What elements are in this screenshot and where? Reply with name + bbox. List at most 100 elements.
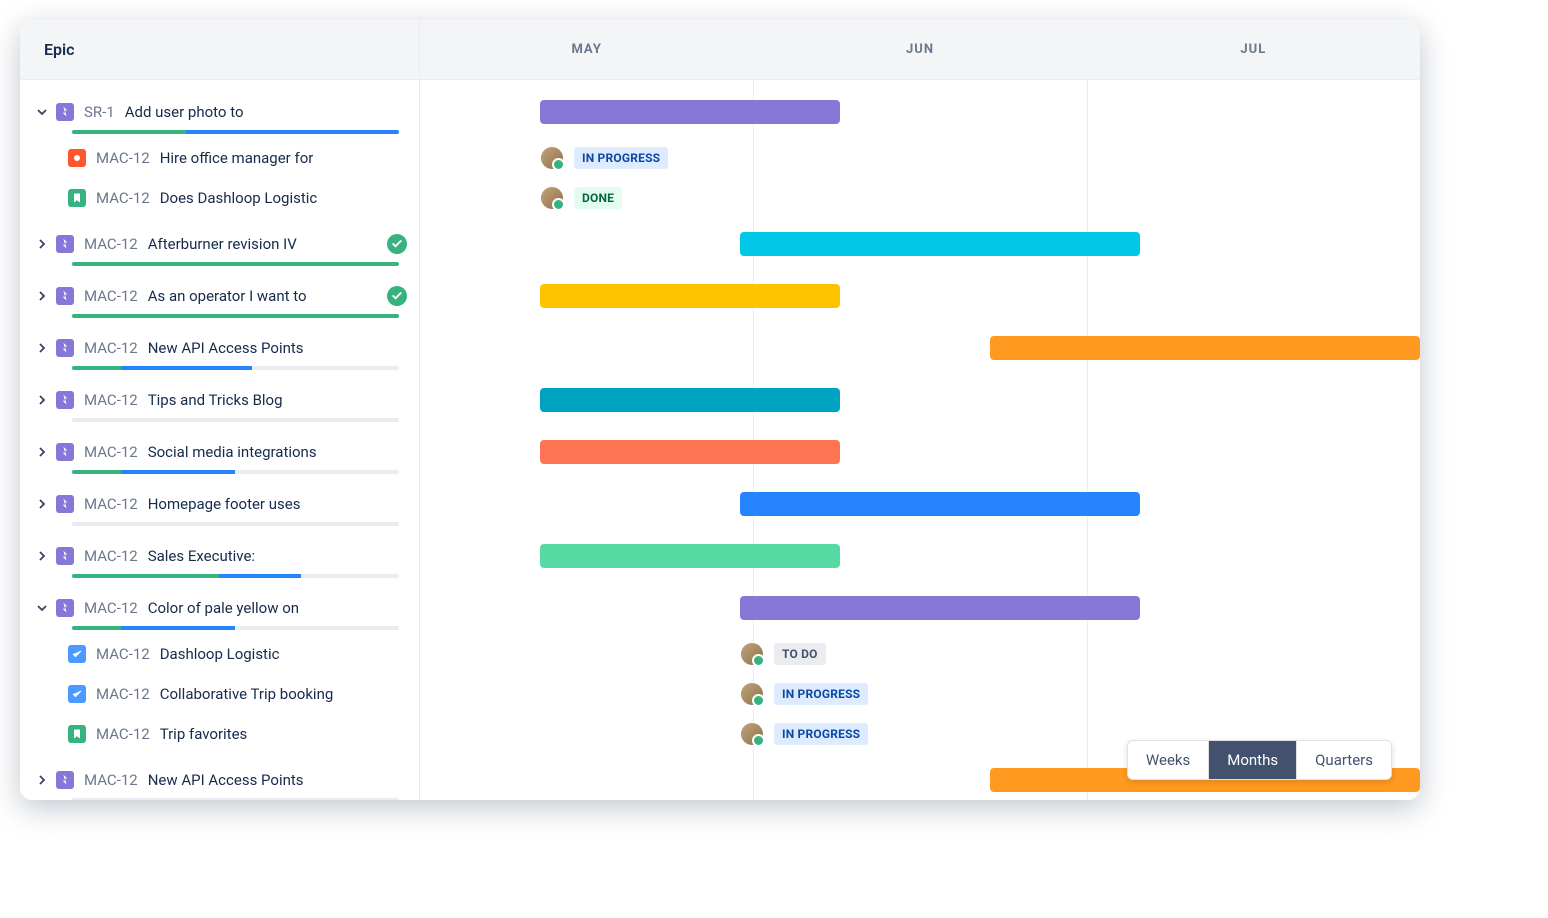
issue-summary[interactable]: New API Access Points — [148, 771, 304, 789]
timeline-bar[interactable] — [540, 544, 840, 568]
status-badge[interactable]: TO DO — [774, 643, 826, 665]
issue-summary[interactable]: Does Dashloop Logistic — [160, 189, 318, 207]
timeline-lane — [420, 478, 1420, 530]
epic-row[interactable]: SR-1 Add user photo to — [20, 86, 419, 138]
header-row: Epic MAYJUNJUL — [20, 20, 1420, 80]
child-row[interactable]: MAC-12 Does Dashloop Logistic — [20, 178, 419, 218]
epic-icon — [56, 495, 74, 513]
roadmap-container: Epic MAYJUNJUL SR-1 Add user photo to MAC-… — [20, 20, 1420, 800]
issue-summary[interactable]: Trip favorites — [160, 725, 248, 743]
timeline-bar[interactable] — [540, 440, 840, 464]
epic-row[interactable]: MAC-12 Homepage footer uses — [20, 478, 419, 530]
issue-key[interactable]: MAC-12 — [84, 391, 138, 409]
timeline-bar[interactable] — [740, 492, 1140, 516]
issue-key[interactable]: MAC-12 — [84, 599, 138, 617]
expand-toggle[interactable] — [34, 288, 50, 304]
zoom-weeks-button[interactable]: Weeks — [1128, 741, 1208, 779]
expand-toggle[interactable] — [34, 444, 50, 460]
issue-key[interactable]: MAC-12 — [84, 235, 138, 253]
progress-bar — [72, 626, 399, 630]
epic-row[interactable]: MAC-12 Social media integrations — [20, 426, 419, 478]
month-header: MAY — [420, 20, 753, 79]
issue-key[interactable]: MAC-12 — [84, 443, 138, 461]
expand-toggle[interactable] — [34, 772, 50, 788]
issue-key[interactable]: MAC-12 — [96, 725, 150, 743]
expand-toggle[interactable] — [34, 392, 50, 408]
issue-key[interactable]: MAC-12 — [84, 547, 138, 565]
progress-bar — [72, 418, 399, 422]
expand-toggle[interactable] — [34, 496, 50, 512]
epic-icon — [56, 391, 74, 409]
timeline-lane — [420, 426, 1420, 478]
issue-summary[interactable]: Sales Executive: — [148, 547, 255, 565]
child-lane-content: IN PROGRESS — [740, 722, 868, 746]
child-row[interactable]: MAC-12 Trip favorites — [20, 714, 419, 754]
timeline-panel[interactable]: IN PROGRESS DONE TO DO IN PROGRESS IN PROGRE… — [420, 80, 1420, 800]
issue-summary[interactable]: Afterburner revision IV — [148, 235, 297, 253]
assignee-avatar[interactable] — [540, 186, 564, 210]
issue-key[interactable]: MAC-12 — [96, 149, 150, 167]
child-lane-content: IN PROGRESS — [540, 146, 668, 170]
epic-row[interactable]: MAC-12 Tips and Tricks Blog — [20, 374, 419, 426]
timeline-lane: DONE — [420, 178, 1420, 218]
issue-key[interactable]: MAC-12 — [84, 287, 138, 305]
child-row[interactable]: MAC-12 Dashloop Logistic — [20, 634, 419, 674]
epic-row[interactable]: MAC-12 New API Access Points — [20, 322, 419, 374]
expand-toggle[interactable] — [34, 340, 50, 356]
issue-key[interactable]: MAC-12 — [96, 685, 150, 703]
child-lane-content: IN PROGRESS — [740, 682, 868, 706]
timeline-bar[interactable] — [540, 284, 840, 308]
issue-key[interactable]: SR-1 — [84, 103, 115, 121]
expand-toggle[interactable] — [34, 548, 50, 564]
timeline-bar[interactable] — [540, 100, 840, 124]
assignee-avatar[interactable] — [740, 642, 764, 666]
epic-list-panel: SR-1 Add user photo to MAC-12 Hire office m… — [20, 80, 420, 800]
issue-summary[interactable]: Add user photo to — [125, 103, 244, 121]
issue-key[interactable]: MAC-12 — [84, 495, 138, 513]
task-icon — [68, 685, 86, 703]
collapse-toggle[interactable] — [34, 600, 50, 616]
zoom-quarters-button[interactable]: Quarters — [1296, 741, 1391, 779]
timeline-lane — [420, 322, 1420, 374]
timeline-lane — [420, 374, 1420, 426]
assignee-avatar[interactable] — [540, 146, 564, 170]
timeline-bar[interactable] — [540, 388, 840, 412]
epic-row[interactable]: MAC-12 Afterburner revision IV — [20, 218, 419, 270]
month-header: JUL — [1087, 20, 1420, 79]
zoom-months-button[interactable]: Months — [1208, 741, 1296, 779]
issue-summary[interactable]: New API Access Points — [148, 339, 304, 357]
issue-summary[interactable]: Social media integrations — [148, 443, 317, 461]
collapse-toggle[interactable] — [34, 104, 50, 120]
timeline-bar[interactable] — [990, 336, 1420, 360]
epic-row[interactable]: MAC-12 Color of pale yellow on — [20, 582, 419, 634]
assignee-avatar[interactable] — [740, 682, 764, 706]
issue-summary[interactable]: Dashloop Logistic — [160, 645, 280, 663]
child-row[interactable]: MAC-12 Collaborative Trip booking — [20, 674, 419, 714]
issue-key[interactable]: MAC-12 — [96, 645, 150, 663]
epic-row[interactable]: MAC-12 New API Access Points — [20, 754, 419, 800]
epic-row[interactable]: MAC-12 Sales Executive: — [20, 530, 419, 582]
status-badge[interactable]: IN PROGRESS — [774, 683, 868, 705]
expand-toggle[interactable] — [34, 236, 50, 252]
assignee-avatar[interactable] — [740, 722, 764, 746]
status-badge[interactable]: IN PROGRESS — [574, 147, 668, 169]
issue-summary[interactable]: Hire office manager for — [160, 149, 314, 167]
epic-icon — [56, 287, 74, 305]
child-row[interactable]: MAC-12 Hire office manager for — [20, 138, 419, 178]
issue-key[interactable]: MAC-12 — [96, 189, 150, 207]
timeline-lane — [420, 582, 1420, 634]
issue-key[interactable]: MAC-12 — [84, 771, 138, 789]
issue-summary[interactable]: Homepage footer uses — [148, 495, 301, 513]
issue-summary[interactable]: As an operator I want to — [148, 287, 307, 305]
status-badge[interactable]: DONE — [574, 187, 622, 209]
epic-row[interactable]: MAC-12 As an operator I want to — [20, 270, 419, 322]
epic-icon — [56, 599, 74, 617]
issue-summary[interactable]: Collaborative Trip booking — [160, 685, 334, 703]
issue-key[interactable]: MAC-12 — [84, 339, 138, 357]
epic-icon — [56, 235, 74, 253]
issue-summary[interactable]: Color of pale yellow on — [148, 599, 299, 617]
status-badge[interactable]: IN PROGRESS — [774, 723, 868, 745]
timeline-bar[interactable] — [740, 596, 1140, 620]
issue-summary[interactable]: Tips and Tricks Blog — [148, 391, 283, 409]
timeline-bar[interactable] — [740, 232, 1140, 256]
